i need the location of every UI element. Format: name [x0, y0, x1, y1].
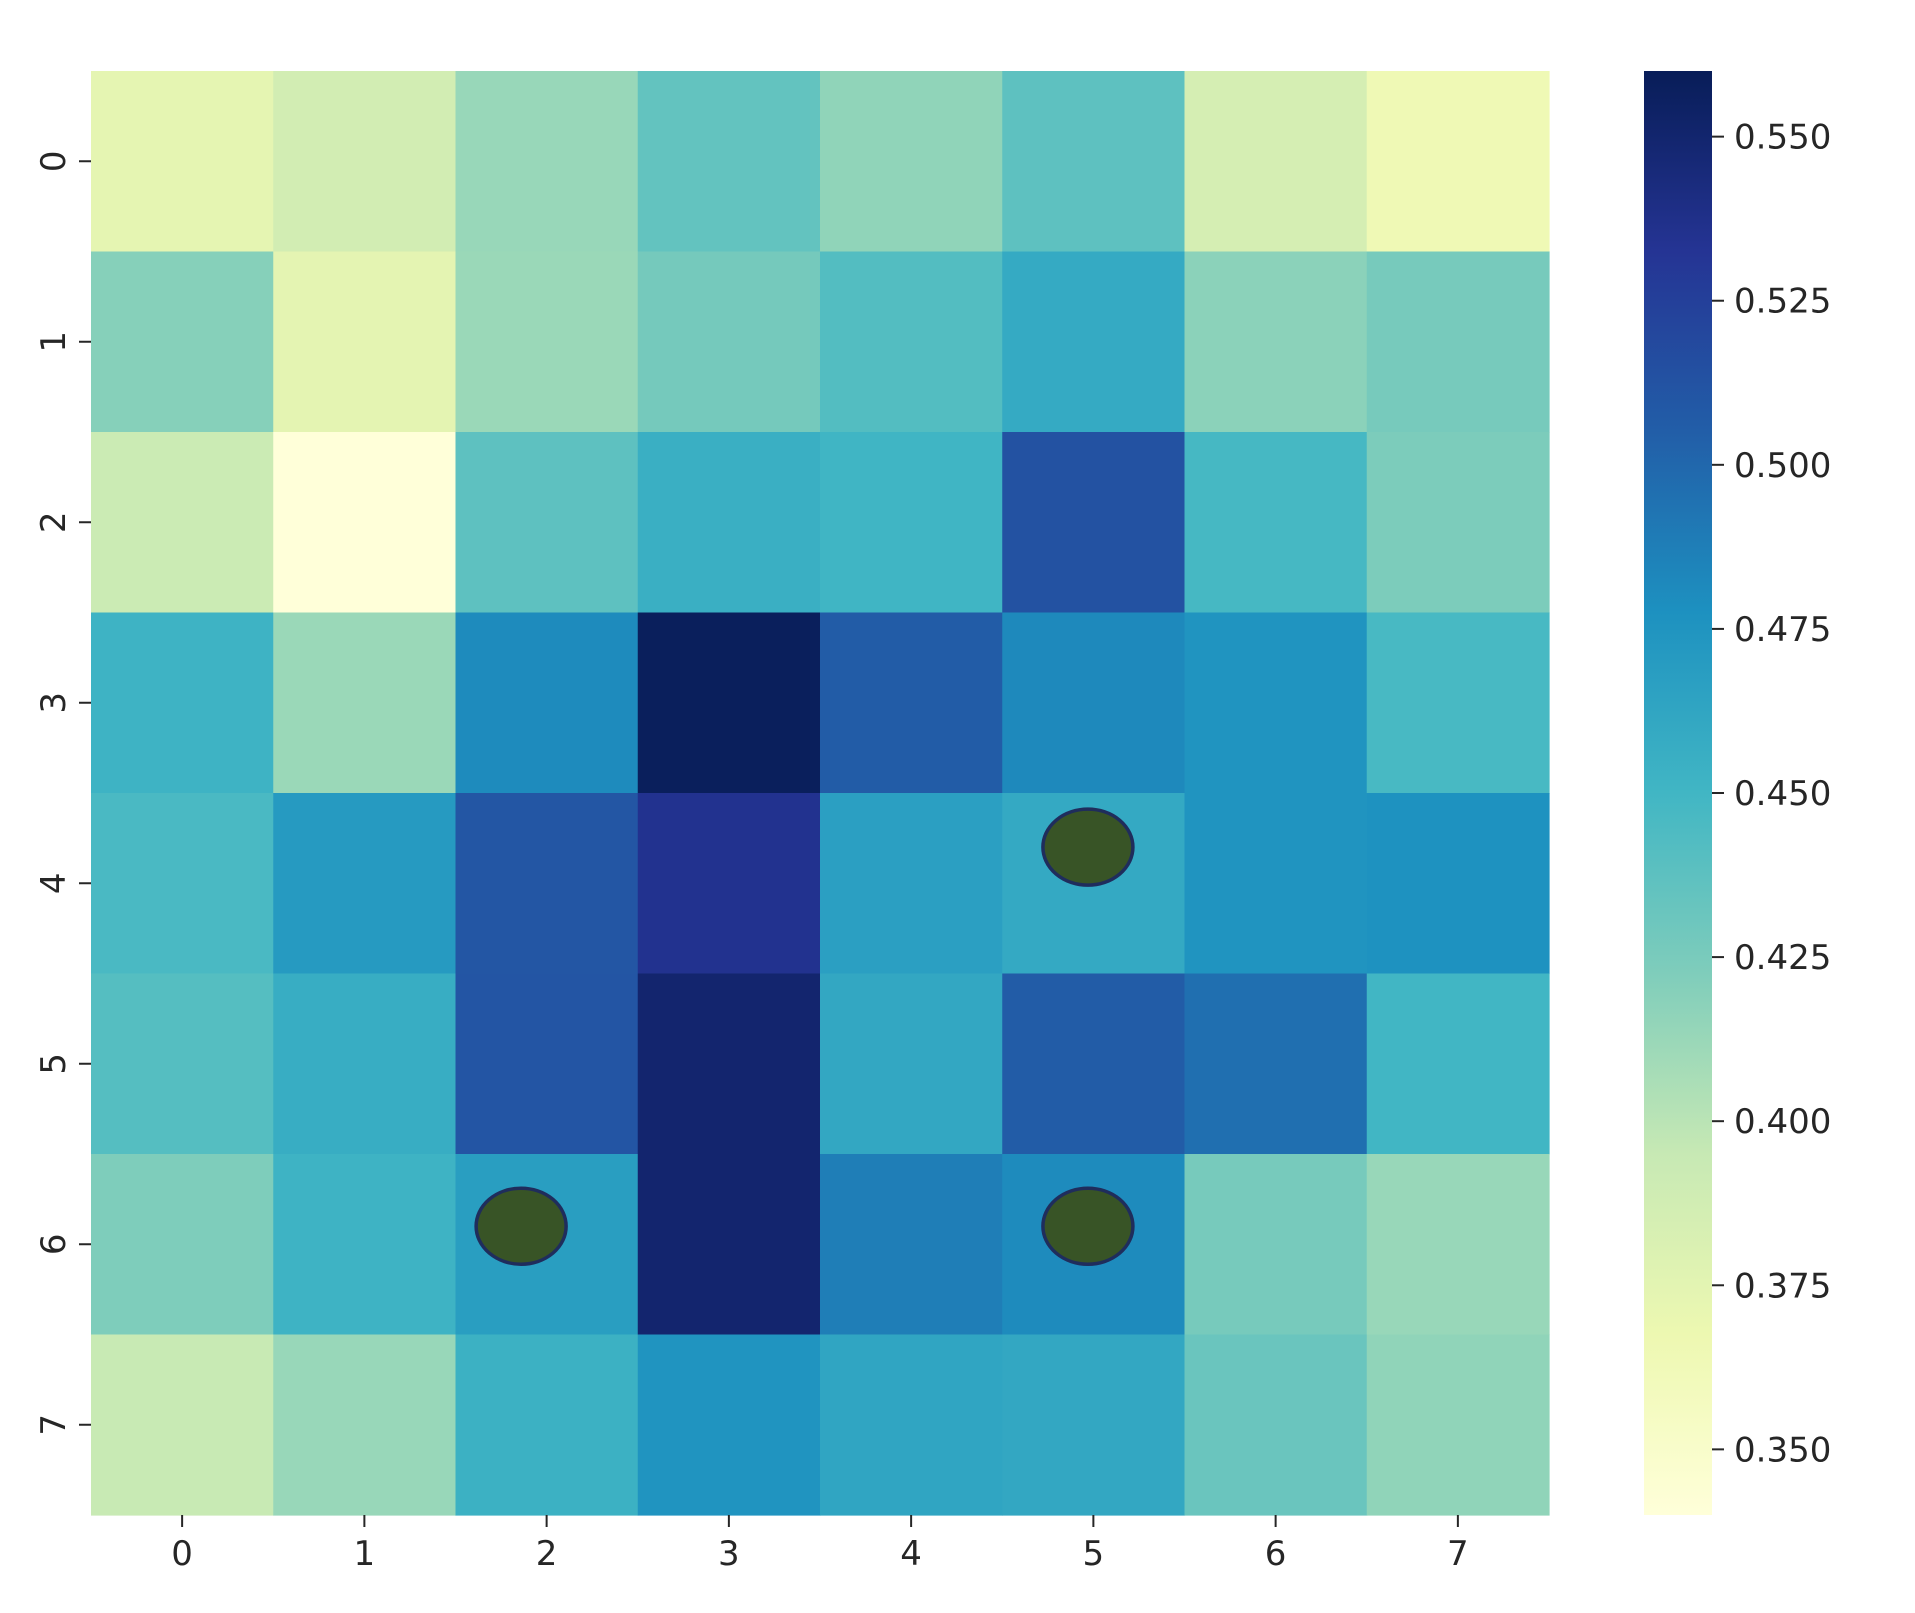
heatmap-cell — [273, 71, 457, 253]
heatmap-cell — [637, 1334, 821, 1516]
heatmap-cell — [637, 71, 821, 253]
heatmap-cell — [273, 1154, 457, 1336]
x-tick-label: 7 — [1447, 1534, 1469, 1574]
heatmap-cell — [820, 973, 1003, 1155]
heatmap-cell — [455, 612, 639, 794]
heatmap-cell — [91, 1154, 274, 1336]
heatmap-cell — [1184, 612, 1368, 794]
heatmap-cell — [637, 793, 821, 975]
heatmap-cell — [637, 251, 821, 433]
x-tick-label: 5 — [1083, 1534, 1105, 1574]
heatmap-cell — [273, 251, 457, 433]
x-tick-label: 3 — [718, 1534, 740, 1574]
y-tick-label: 2 — [34, 511, 74, 533]
heatmap-cell — [820, 432, 1003, 614]
colorbar-tick-label: 0.475 — [1734, 610, 1831, 650]
colorbar-tick-label: 0.525 — [1734, 282, 1831, 322]
heatmap-markers — [474, 807, 1135, 1266]
heatmap-cell — [1002, 71, 1186, 253]
heatmap-cell — [91, 251, 274, 433]
heatmap-cell — [1184, 71, 1368, 253]
heatmap-cell — [91, 973, 274, 1155]
heatmap-cell — [1002, 612, 1186, 794]
colorbar-tick-label: 0.350 — [1734, 1430, 1831, 1470]
heatmap-cell — [637, 612, 821, 794]
heatmap-cell — [1002, 432, 1186, 614]
heatmap-cell — [637, 1154, 821, 1336]
marker-dot — [474, 1186, 568, 1266]
heatmap-cell — [820, 612, 1003, 794]
heatmap-cell — [1366, 793, 1550, 975]
x-tick-label: 4 — [900, 1534, 922, 1574]
heatmap-cell — [820, 793, 1003, 975]
heatmap-cell — [1366, 432, 1550, 614]
x-tick-label: 0 — [171, 1534, 193, 1574]
heatmap-cell — [455, 71, 639, 253]
heatmap-cell — [91, 71, 274, 253]
heatmap-cell — [455, 1334, 639, 1516]
heatmap-cell — [1002, 973, 1186, 1155]
heatmap-cell — [273, 973, 457, 1155]
heatmap-cell — [273, 1334, 457, 1516]
heatmap-cell — [455, 973, 639, 1155]
heatmap-cell — [637, 432, 821, 614]
heatmap-cell — [820, 251, 1003, 433]
heatmap-cell — [1184, 251, 1368, 433]
heatmap-cell — [1002, 251, 1186, 433]
heatmap-cell — [91, 612, 274, 794]
heatmap-cell — [273, 793, 457, 975]
colorbar-tick-label: 0.500 — [1734, 446, 1831, 486]
y-tick-label: 5 — [34, 1053, 74, 1075]
heatmap-cell — [1184, 1154, 1368, 1336]
colorbar-tick-label: 0.400 — [1734, 1102, 1831, 1142]
colorbar-gradient — [1644, 71, 1712, 1515]
heatmap-cell — [637, 973, 821, 1155]
heatmap-cell — [820, 71, 1003, 253]
x-axis: 0 1 2 3 4 5 6 7 — [171, 1515, 1469, 1574]
x-tick-label: 6 — [1265, 1534, 1287, 1574]
y-tick-label: 7 — [34, 1414, 74, 1436]
colorbar: 0.550 0.525 0.500 0.475 0.450 0.425 0.400 0.375… — [1644, 71, 1831, 1515]
marker-dot — [1041, 807, 1135, 887]
heatmap-cell — [273, 612, 457, 794]
heatmap-cell — [820, 1154, 1003, 1336]
heatmap-cell — [273, 432, 457, 614]
colorbar-tick-label: 0.425 — [1734, 938, 1831, 978]
y-tick-label: 4 — [34, 872, 74, 894]
y-tick-label: 6 — [34, 1233, 74, 1255]
heatmap-cell — [1366, 973, 1550, 1155]
heatmap-cell — [1184, 432, 1368, 614]
heatmap-cell — [1366, 1154, 1550, 1336]
heatmap-cell — [91, 1334, 274, 1516]
heatmap-cell — [1184, 973, 1368, 1155]
y-tick-label: 1 — [34, 331, 74, 353]
y-tick-label: 0 — [34, 150, 74, 172]
heatmap-cell — [1366, 612, 1550, 794]
colorbar-tick-label: 0.550 — [1734, 118, 1831, 158]
heatmap-cell — [455, 432, 639, 614]
colorbar-tick-label: 0.375 — [1734, 1266, 1831, 1306]
heatmap-cell — [91, 793, 274, 975]
y-tick-label: 3 — [34, 692, 74, 714]
heatmap-cell — [820, 1334, 1003, 1516]
colorbar-tick-label: 0.450 — [1734, 774, 1831, 814]
marker-dot — [1041, 1186, 1135, 1266]
heatmap-cell — [455, 793, 639, 975]
heatmap-cell — [91, 432, 274, 614]
heatmap-cell — [1002, 1334, 1186, 1516]
y-axis: 0 1 2 3 4 5 6 7 — [34, 150, 91, 1436]
heatmap-cell — [1184, 793, 1368, 975]
heatmap-cell — [1366, 251, 1550, 433]
heatmap-cells — [91, 71, 1550, 1516]
heatmap-cell — [1184, 1334, 1368, 1516]
heatmap-cell — [455, 251, 639, 433]
x-tick-label: 2 — [536, 1534, 558, 1574]
heatmap-cell — [1366, 71, 1550, 253]
heatmap-cell — [1366, 1334, 1550, 1516]
x-tick-label: 1 — [354, 1534, 376, 1574]
